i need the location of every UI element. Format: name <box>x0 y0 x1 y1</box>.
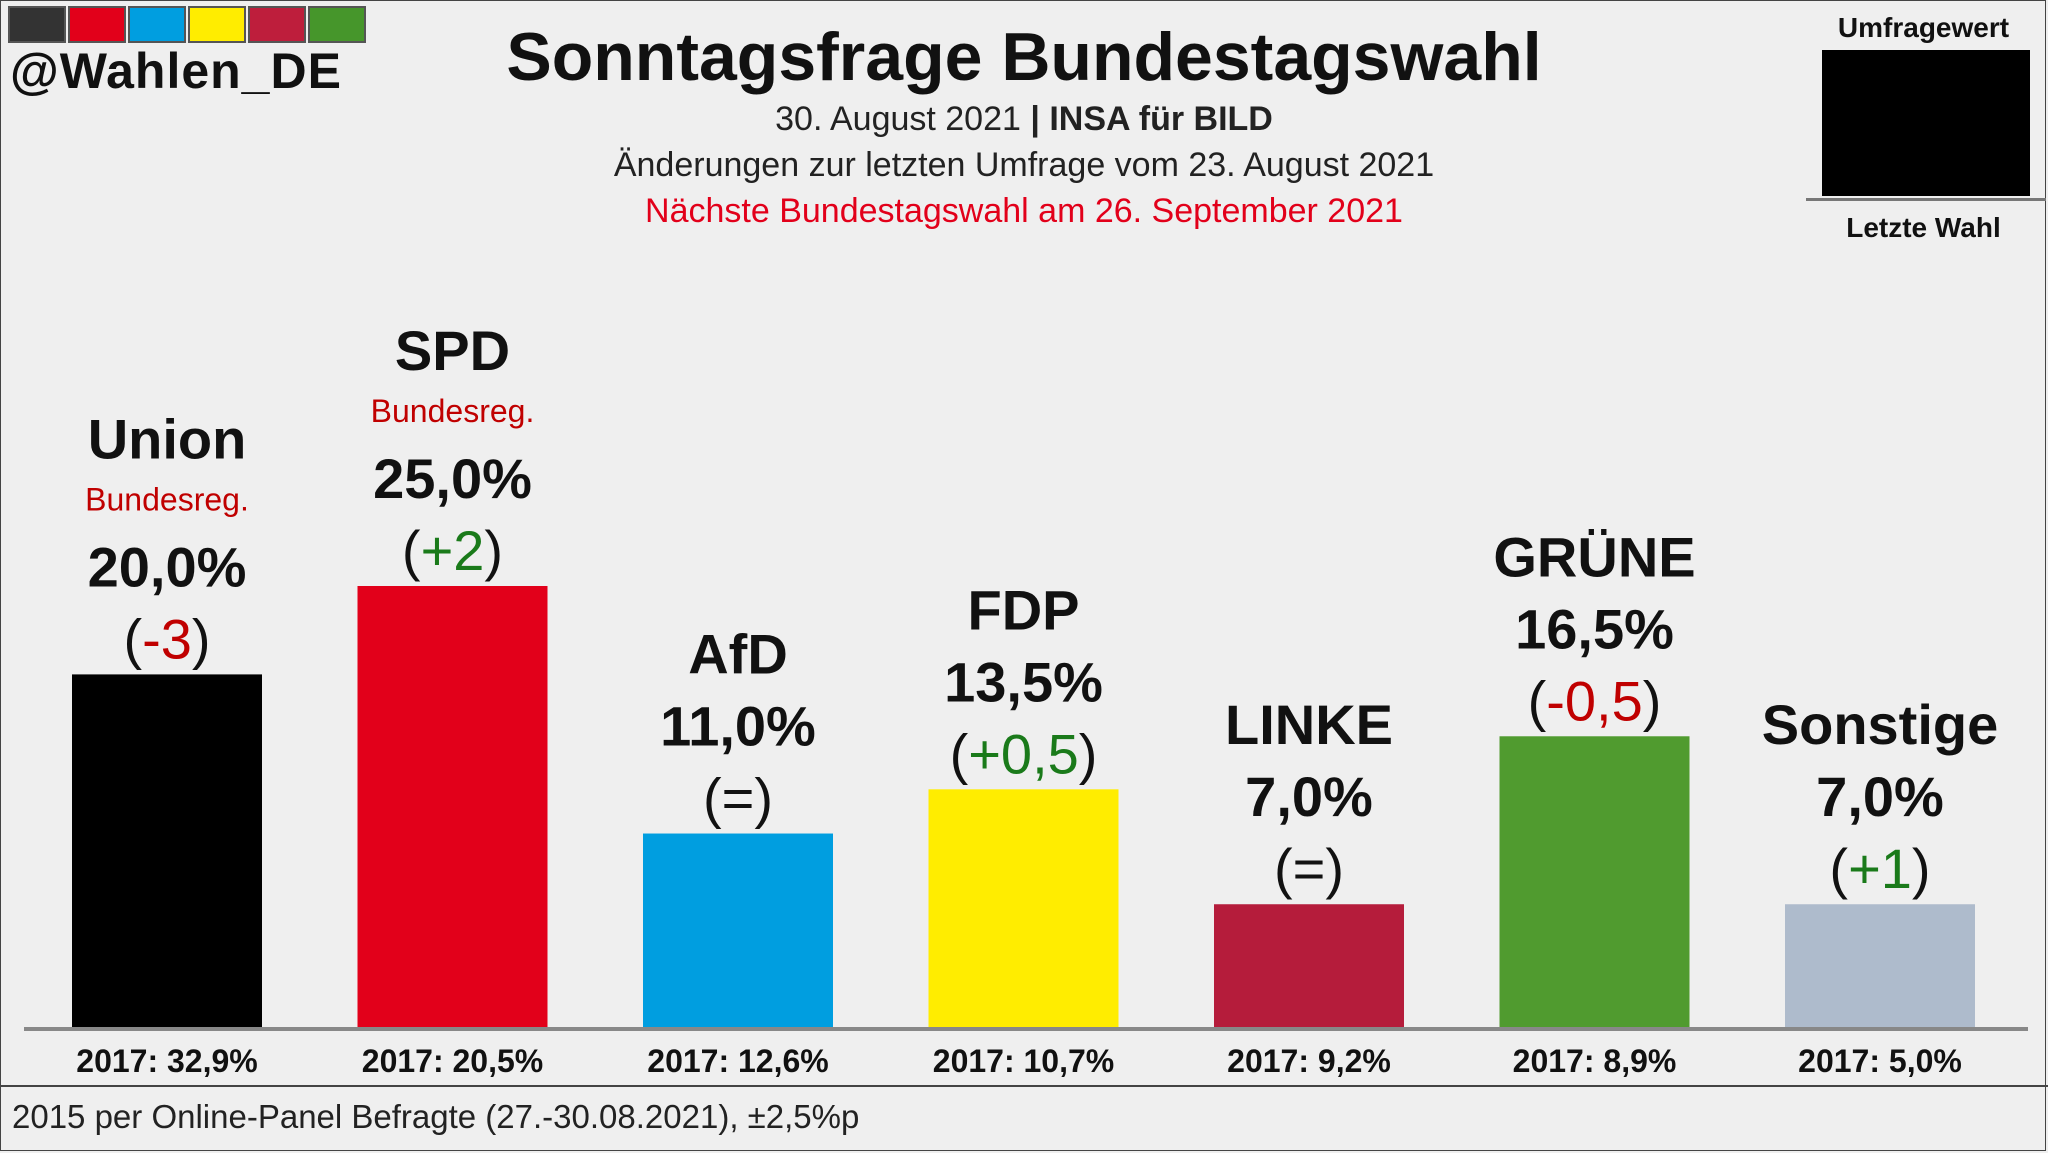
change-label-linke: (=) <box>1274 837 1344 900</box>
poll-date: 30. August 2021 <box>775 100 1021 138</box>
legend-divider <box>1806 198 2046 201</box>
previous-result-union: 2017: 32,9% <box>76 1043 257 1079</box>
logo-stripes <box>8 6 366 43</box>
party-label-spd: SPD <box>395 319 510 382</box>
bar-gr-ne <box>1499 736 1690 1028</box>
change-label-spd: (+2) <box>402 519 503 582</box>
bar-union <box>72 674 262 1028</box>
party-label-union: Union <box>88 407 247 470</box>
previous-result-fdp: 2017: 10,7% <box>933 1043 1114 1079</box>
legend-swatch <box>1822 50 2030 196</box>
change-label-fdp: (+0,5) <box>950 722 1098 785</box>
previous-result-sonstige: 2017: 5,0% <box>1798 1043 1962 1079</box>
previous-result-gr-ne: 2017: 8,9% <box>1513 1043 1677 1079</box>
government-label-spd: Bundesreg. <box>371 393 535 429</box>
logo-stripe-2 <box>128 6 186 43</box>
legend: Umfragewert Letzte Wahl <box>1806 0 2046 250</box>
bar-sonstige <box>1785 904 1975 1028</box>
value-label-afd: 11,0% <box>660 695 816 758</box>
government-label-union: Bundesreg. <box>85 481 249 517</box>
party-label-fdp: FDP <box>968 578 1080 641</box>
bar-fdp <box>928 789 1119 1028</box>
change-label-gr-ne: (-0,5) <box>1528 669 1662 732</box>
previous-result-spd: 2017: 20,5% <box>362 1043 543 1079</box>
value-label-linke: 7,0% <box>1245 765 1373 828</box>
footnote: 2015 per Online-Panel Befragte (27.-30.0… <box>12 1098 860 1135</box>
footer-divider <box>0 1085 2048 1087</box>
party-label-afd: AfD <box>688 623 788 686</box>
legend-label-poll: Umfragewert <box>1837 12 2010 43</box>
value-label-spd: 25,0% <box>373 447 532 510</box>
change-label-afd: (=) <box>703 767 773 830</box>
change-note: Änderungen zur letzten Umfrage vom 23. A… <box>613 146 1435 184</box>
next-election-note: Nächste Bundestagswahl am 26. September … <box>645 192 1403 230</box>
bar-chart: (-3) 20,0% Bundesreg. Union 2017: 32,9% (+2) 2… <box>24 319 2028 1079</box>
logo-stripe-3 <box>188 6 246 43</box>
logo-stripe-4 <box>248 6 306 43</box>
legend-label-last-election: Letzte Wahl <box>1846 212 2001 243</box>
party-label-gr-ne: GRÜNE <box>1493 525 1695 588</box>
party-label-linke: LINKE <box>1225 693 1393 756</box>
subtitle-separator: | <box>1020 100 1050 138</box>
bar-linke <box>1214 904 1404 1028</box>
logo-stripe-1 <box>68 6 126 43</box>
poll-institute: INSA für BILD <box>1049 100 1273 138</box>
value-label-sonstige: 7,0% <box>1816 765 1944 828</box>
bar-spd <box>357 586 548 1028</box>
value-label-union: 20,0% <box>88 535 247 598</box>
logo-stripe-0 <box>8 6 66 43</box>
chart-subtitle: 30. August 2021 | INSA für BILD <box>0 100 2048 139</box>
bar-afd <box>643 833 833 1028</box>
value-label-fdp: 13,5% <box>944 650 1103 713</box>
change-label-union: (-3) <box>123 607 210 670</box>
previous-result-linke: 2017: 9,2% <box>1227 1043 1391 1079</box>
value-label-gr-ne: 16,5% <box>1515 597 1674 660</box>
logo-stripe-5 <box>308 6 366 43</box>
change-label-sonstige: (+1) <box>1829 837 1930 900</box>
previous-result-afd: 2017: 12,6% <box>647 1043 828 1079</box>
party-label-sonstige: Sonstige <box>1762 693 1998 756</box>
twitter-handle: @Wahlen_DE <box>10 43 342 99</box>
chart-title: Sonntagsfrage Bundestagswahl <box>506 19 1542 95</box>
